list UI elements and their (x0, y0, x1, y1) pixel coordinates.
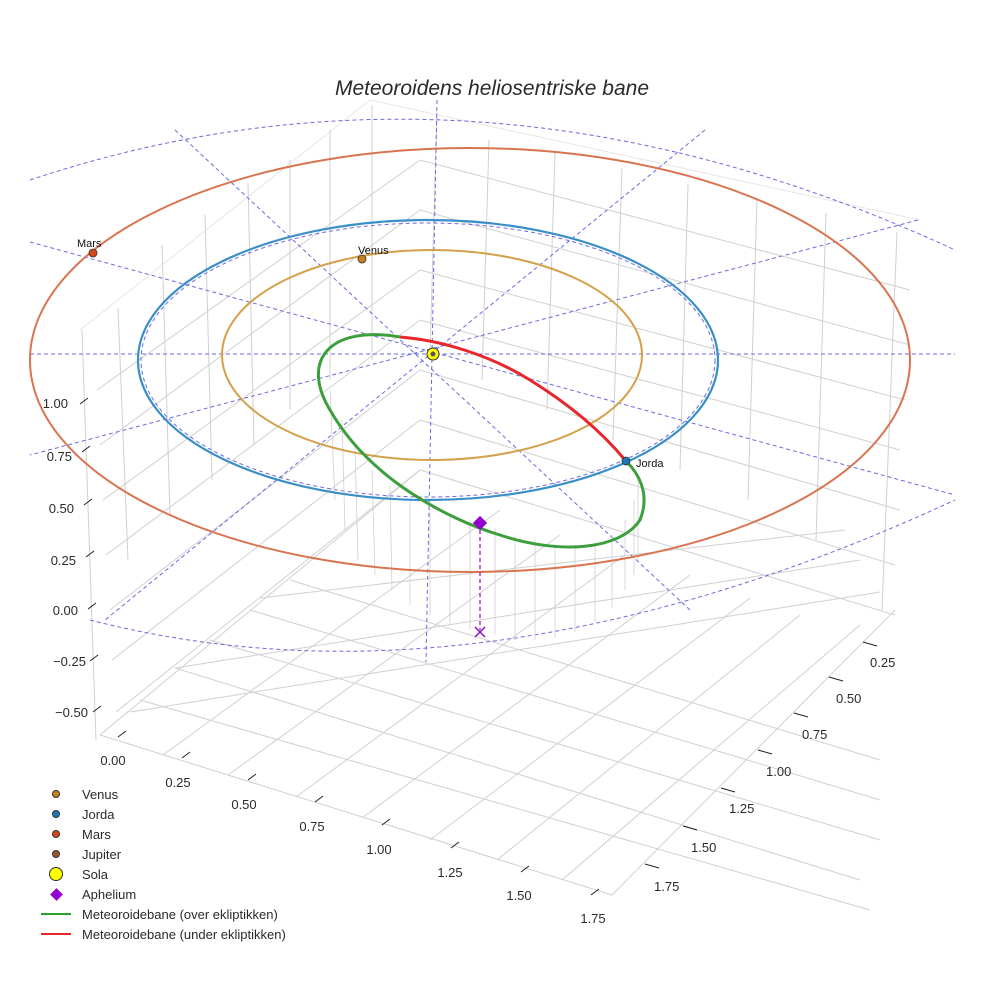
legend-item-aphelium[interactable]: Aphelium (36, 884, 286, 904)
y-tick: 0.75 (802, 727, 827, 742)
x-tick: 1.00 (366, 842, 391, 857)
z-tick: −0.25 (53, 654, 86, 669)
aphelion-projection-cross (474, 626, 486, 638)
diamond-icon (49, 887, 63, 901)
legend-label: Mars (82, 826, 111, 842)
earth-label: Jorda (636, 458, 664, 470)
z-axis: 1.00 0.75 0.50 0.25 0.00 −0.25 −0.50 (43, 396, 102, 720)
legend-item-mars[interactable]: Mars (36, 824, 286, 844)
sun-core (430, 351, 436, 357)
x-tick: 1.25 (437, 865, 462, 880)
y-tick: 1.75 (654, 879, 679, 894)
jupiter-dot-icon (52, 850, 60, 858)
floor-grid (99, 469, 896, 911)
sun-icon (49, 867, 63, 881)
x-tick: 1.75 (580, 911, 605, 926)
legend-label: Meteoroidebane (over ekliptikken) (82, 906, 278, 922)
legend-label: Jupiter (82, 846, 122, 862)
red-line-icon (41, 933, 71, 935)
y-tick: 1.25 (729, 801, 754, 816)
mars-label: Mars (77, 238, 102, 250)
legend-item-sola[interactable]: Sola (36, 864, 286, 884)
chart-title: Meteoroidens heliosentriske bane (335, 77, 649, 100)
y-tick: 0.50 (836, 691, 861, 706)
meteoroid-orbit-below (399, 335, 628, 462)
z-tick: 0.50 (49, 501, 74, 516)
x-tick: 1.50 (506, 888, 531, 903)
legend-item-venus[interactable]: Venus (36, 784, 286, 804)
legend-label: Meteoroidebane (under ekliptikken) (82, 926, 286, 942)
z-tick: −0.50 (55, 705, 88, 720)
venus-marker (357, 254, 367, 264)
venus-dot-icon (52, 790, 60, 798)
left-wall-grid (79, 99, 421, 741)
legend-label: Aphelium (82, 886, 137, 902)
z-tick: 1.00 (43, 396, 68, 411)
legend-label: Venus (82, 786, 119, 802)
legend: Venus Jorda Mars Jupiter Sola Aphelium M… (36, 784, 286, 944)
earth-marker (621, 456, 631, 466)
legend-item-orbit-above[interactable]: Meteoroidebane (over ekliptikken) (36, 904, 286, 924)
legend-item-jorda[interactable]: Jorda (36, 804, 286, 824)
x-tick: 0.00 (100, 753, 125, 768)
venus-label: Venus (358, 245, 389, 257)
mars-marker (88, 248, 98, 258)
legend-item-jupiter[interactable]: Jupiter (36, 844, 286, 864)
legend-label: Jorda (82, 806, 115, 822)
x-tick: 0.25 (165, 775, 190, 790)
x-axis: 0.00 0.25 0.50 0.75 1.00 1.25 1.50 1.75 (100, 730, 606, 926)
y-tick: 1.00 (766, 764, 791, 779)
mars-orbit (29, 147, 911, 573)
venus-orbit (221, 249, 643, 461)
green-line-icon (41, 913, 71, 915)
meteoroid-orbit-above (317, 333, 646, 549)
y-tick: 0.25 (870, 655, 895, 670)
x-tick: 0.75 (299, 819, 324, 834)
z-tick: 0.25 (51, 553, 76, 568)
x-tick: 0.50 (231, 797, 256, 812)
y-tick: 1.50 (691, 840, 716, 855)
ecliptic-reference-grid (29, 99, 956, 663)
drop-lines (329, 389, 639, 640)
z-tick: 0.00 (53, 603, 78, 618)
legend-item-orbit-below[interactable]: Meteoroidebane (under ekliptikken) (36, 924, 286, 944)
mars-dot-icon (52, 830, 60, 838)
aphelion-marker (472, 515, 488, 531)
z-tick: 0.75 (47, 449, 72, 464)
back-wall-grid (369, 99, 921, 616)
earth-orbit (136, 218, 720, 502)
earth-dot-icon (52, 810, 60, 818)
y-axis: 0.25 0.50 0.75 1.00 1.25 1.50 1.75 (644, 641, 895, 894)
legend-label: Sola (82, 866, 109, 882)
